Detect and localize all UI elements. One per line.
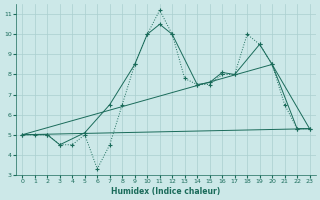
- X-axis label: Humidex (Indice chaleur): Humidex (Indice chaleur): [111, 187, 220, 196]
